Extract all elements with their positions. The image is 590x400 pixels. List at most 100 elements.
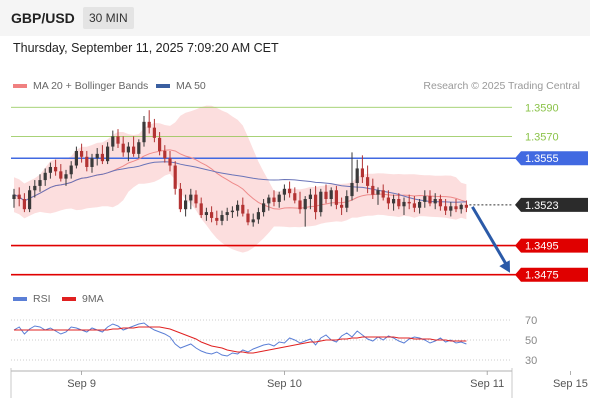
candle-body	[246, 213, 250, 223]
candle-body	[147, 121, 151, 128]
candle-body	[444, 206, 448, 211]
candle-body	[80, 150, 84, 157]
candle-body	[241, 204, 245, 214]
level-label-pivot: 1.3555	[525, 153, 559, 165]
candle-body	[334, 190, 338, 205]
rsi-tick-label: 30	[525, 355, 537, 367]
candle-body	[163, 150, 167, 159]
credit-text: Research © 2025 Trading Central	[423, 80, 580, 92]
candle-body	[95, 153, 99, 159]
candle-body	[345, 196, 349, 208]
candle-body	[215, 217, 219, 221]
rsi-line	[13, 322, 467, 357]
legend-9ma: 9MA	[62, 293, 104, 305]
legend-ma50: MA 50	[156, 80, 206, 92]
level-label-resistance: 1.3570	[525, 131, 559, 143]
candle-body	[386, 197, 390, 204]
legend-rsi: RSI	[13, 293, 51, 305]
candle-body	[22, 199, 26, 210]
x-tick-label: Sep 11	[470, 378, 504, 390]
candle-body	[178, 188, 182, 210]
candle-body	[168, 158, 172, 166]
level-label-support: 1.3475	[525, 270, 559, 282]
candle-body	[251, 219, 255, 223]
candle-body	[38, 180, 42, 186]
candle-body	[428, 196, 432, 204]
ma9-swatch	[62, 297, 76, 301]
candle-body	[459, 204, 463, 210]
candle-body	[210, 212, 214, 218]
candle-body	[12, 194, 16, 200]
candle-body	[340, 204, 344, 208]
candle-body	[90, 158, 94, 167]
candle-body	[366, 177, 370, 186]
candle-body	[64, 174, 68, 179]
candle-body	[142, 121, 146, 143]
candle-body	[220, 215, 224, 221]
x-tick-label: Sep 10	[267, 378, 302, 390]
candle-body	[262, 203, 266, 213]
candle-body	[111, 136, 115, 147]
rsi-9ma-line	[14, 326, 467, 354]
candle-body	[355, 168, 359, 183]
candle-body	[126, 146, 130, 153]
candle-body	[85, 156, 89, 167]
candle-body	[418, 201, 422, 208]
candle-body	[298, 200, 302, 210]
candle-body	[329, 190, 333, 200]
ma50-swatch	[156, 84, 170, 88]
candle-body	[137, 142, 141, 154]
candle-body	[194, 194, 198, 204]
candle-body	[392, 199, 396, 204]
candle-body	[48, 166, 52, 173]
candle-body	[189, 194, 193, 201]
candle-body	[288, 188, 292, 194]
level-label-current: 1.3523	[525, 200, 559, 212]
forecast-arrow-head	[499, 260, 510, 273]
candle-body	[407, 201, 411, 204]
forecast-arrow-line	[471, 206, 509, 267]
candle-body	[360, 168, 364, 178]
candle-body	[464, 204, 468, 208]
candle-body	[204, 212, 208, 216]
candle-body	[100, 153, 104, 162]
candle-body	[277, 194, 281, 202]
rsi-tick-label: 50	[525, 335, 537, 347]
candle-body	[303, 199, 307, 210]
candle-body	[454, 206, 458, 210]
ma50-line	[13, 161, 467, 203]
level-tag-support	[515, 267, 588, 282]
candle-body	[397, 199, 401, 207]
candle-body	[314, 194, 318, 213]
candle-body	[376, 190, 380, 195]
level-label-support: 1.3495	[525, 241, 559, 253]
candle-body	[438, 199, 442, 207]
level-tag-support	[515, 238, 588, 253]
ma20-swatch	[13, 84, 27, 88]
candle-body	[267, 197, 271, 204]
level-tag-current	[515, 197, 588, 212]
candle-body	[308, 194, 312, 200]
candle-body	[402, 201, 406, 207]
x-tick-label: Sep 15	[553, 378, 588, 390]
candle-body	[350, 182, 354, 197]
candle-body	[449, 206, 453, 211]
candle-body	[225, 212, 229, 216]
candle-body	[236, 204, 240, 211]
candle-body	[116, 136, 120, 144]
candle-body	[59, 171, 63, 179]
candle-body	[152, 127, 156, 138]
candle-body	[74, 150, 78, 166]
candle-body	[272, 197, 276, 202]
candle-body	[121, 143, 125, 153]
candle-body	[28, 190, 32, 210]
candle-body	[293, 193, 297, 201]
candle-body	[106, 146, 110, 162]
candle-body	[17, 194, 21, 200]
legend-ma50-label: MA 50	[176, 80, 206, 92]
timeframe-badge[interactable]: 30 MIN	[83, 7, 134, 29]
legend-ma20: MA 20 + Bollinger Bands	[13, 80, 148, 92]
candle-body	[158, 137, 162, 151]
